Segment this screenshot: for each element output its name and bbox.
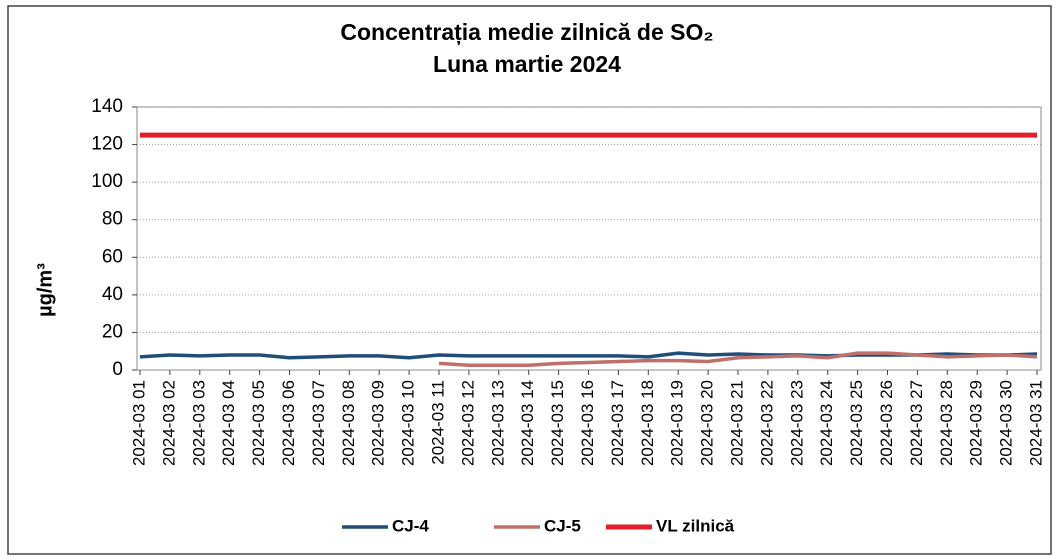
y-tick-label: 100 [91,171,123,192]
x-tick-label: 2024-03 27 [907,380,926,466]
x-tick-label: 2024-03 18 [638,380,657,466]
x-tick-label: 2024-03 22 [757,380,776,466]
x-tick-label: 2024-03 28 [937,380,956,466]
series-line [139,351,1038,360]
y-tick-label: 40 [102,284,123,305]
x-tick-label: 2024-03 23 [787,380,806,466]
y-tick-label: 120 [91,134,123,155]
y-tick-label: 140 [91,96,123,117]
y-tick-label: 20 [102,321,123,342]
y-tick-label: 0 [112,359,123,380]
x-tick-label: 2024-03 02 [159,380,178,466]
y-tick-label: 60 [102,246,123,267]
y-tick-label: 80 [102,209,123,230]
y-axis-label: µg/m³ [34,263,56,317]
x-tick-label: 2024-03 12 [458,380,477,466]
x-tick-label: 2024-03 01 [129,380,148,466]
legend-label: CJ-5 [544,516,581,535]
legend-label: CJ-4 [392,516,429,535]
chart-subtitle: Luna martie 2024 [433,51,621,77]
x-tick-label: 2024-03 03 [189,380,208,466]
x-tick-label: 2024-03 08 [339,380,358,466]
x-tick-label: 2024-03 09 [369,380,388,466]
x-tick-label: 2024-03 11 [428,380,447,465]
chart-frame [7,5,1052,555]
x-tick-label: 2024-03 26 [877,380,896,466]
x-tick-label: 2024-03 04 [219,380,238,466]
x-tick-label: 2024-03 31 [1026,380,1045,466]
x-tick-label: 2024-03 15 [548,380,567,466]
x-tick-label: 2024-03 07 [309,380,328,466]
x-tick-label: 2024-03 17 [608,380,627,466]
x-tick-label: 2024-03 24 [817,380,836,466]
x-tick-label: 2024-03 19 [668,380,687,466]
x-tick-label: 2024-03 14 [518,380,537,466]
series-line [438,351,1038,368]
x-tick-label: 2024-03 29 [967,380,986,466]
x-tick-label: 2024-03 13 [488,380,507,466]
x-tick-label: 2024-03 21 [727,380,746,466]
chart-title: Concentrația medie zilnică de SO₂ [340,19,713,46]
legend-label: VL zilnică [656,516,735,535]
x-tick-label: 2024-03 05 [249,380,268,466]
x-tick-label: 2024-03 16 [578,380,597,466]
x-tick-label: 2024-03 30 [997,380,1016,466]
x-tick-label: 2024-03 25 [847,380,866,466]
x-tick-label: 2024-03 20 [698,380,717,466]
x-tick-label: 2024-03 10 [399,380,418,466]
x-tick-label: 2024-03 06 [279,380,298,466]
